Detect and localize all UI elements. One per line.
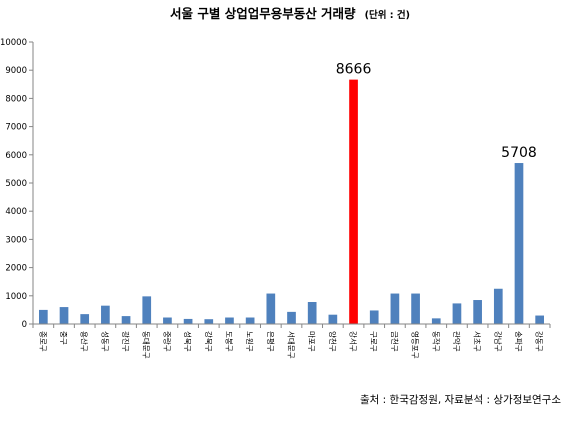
y-tick-label: 8000	[5, 94, 27, 104]
bar	[225, 317, 234, 324]
x-tick-label: 성동구	[100, 331, 109, 352]
x-tick-label: 광진구	[121, 331, 131, 352]
bar	[204, 319, 214, 324]
x-tick-label: 종로구	[38, 331, 47, 352]
bar	[183, 318, 193, 324]
bar	[287, 311, 296, 324]
bar	[142, 296, 152, 324]
y-tick-label: 2000	[5, 264, 27, 274]
x-tick-label: 서초구	[473, 331, 482, 352]
x-axis: 종로구 중구 용산구 성동구 광진구 동대문구 중랑구 성북구 강북구 도봉구 노원구 은평구 서대문구…	[32, 323, 551, 359]
x-tick-label: 서대문구	[287, 331, 296, 359]
y-tick-label: 5000	[5, 179, 27, 189]
bars	[38, 79, 545, 324]
bar	[473, 300, 482, 324]
x-tick-label: 동대문구	[142, 331, 151, 359]
y-tick-label: 0	[22, 320, 27, 330]
x-tick-label: 강서구	[349, 331, 359, 352]
y-tick-label: 1000	[5, 292, 27, 302]
bar	[328, 314, 338, 324]
x-tick-label: 동작구	[431, 331, 441, 352]
y-tick-label: 6000	[5, 151, 27, 161]
x-tick-label: 중랑구	[162, 331, 171, 352]
bar	[452, 303, 462, 324]
bar	[493, 288, 503, 324]
bar	[535, 315, 545, 324]
y-tick-label: 9000	[5, 66, 27, 76]
bar	[390, 293, 400, 324]
bar	[121, 316, 131, 324]
x-tick-label: 관악구	[452, 331, 462, 352]
x-tick-label: 용산구	[80, 331, 90, 352]
data-label: 5708	[501, 145, 537, 161]
x-tick-label: 성북구	[183, 331, 192, 352]
x-tick-label: 양천구	[328, 331, 338, 352]
chart-title: 서울 구별 상업업무용부동산 거래량 (단위 : 건)	[170, 3, 410, 22]
x-tick-label: 송파구	[514, 331, 523, 352]
x-tick-label: 도봉구	[224, 331, 233, 352]
x-tick-label: 영등포구	[411, 331, 421, 359]
bar	[307, 302, 317, 324]
x-tick-label: 강북구	[204, 331, 214, 352]
source-note: 출처 : 한국감정원, 자료분석 : 상가정보연구소	[360, 394, 561, 406]
y-tick-label: 7000	[5, 123, 27, 133]
x-tick-label: 노원구	[245, 331, 254, 352]
bar	[411, 293, 420, 324]
y-tick-label: 3000	[5, 235, 27, 245]
bar	[266, 293, 276, 324]
bar	[369, 310, 379, 324]
bar	[80, 314, 90, 324]
y-tick-label: 10000	[0, 38, 27, 48]
x-tick-label: 강동구	[535, 331, 545, 352]
bar	[514, 163, 524, 324]
x-tick-label: 강남구	[493, 331, 503, 352]
bar	[101, 305, 110, 324]
x-tick-label: 은평구	[266, 331, 276, 352]
y-axis: 0 1000 2000 3000 4000 5000 6000 7000 8000 9000 100…	[0, 38, 34, 330]
bar	[38, 309, 48, 324]
x-tick-label: 금천구	[390, 331, 400, 352]
bar	[245, 317, 255, 324]
y-tick-label: 4000	[5, 207, 27, 217]
data-label: 8666	[336, 62, 372, 78]
bar	[349, 79, 358, 324]
bar	[163, 317, 172, 324]
x-tick-label: 구로구	[369, 331, 378, 352]
bar	[59, 307, 69, 324]
data-labels: 8666 5708	[336, 62, 537, 161]
x-tick-label: 마포구	[307, 331, 316, 352]
chart-title-unit: (단위 : 건)	[365, 9, 410, 21]
x-tick-label: 중구	[59, 331, 68, 345]
chart-title-main: 서울 구별 상업업무용부동산 거래량	[170, 6, 356, 21]
bar	[431, 318, 441, 324]
